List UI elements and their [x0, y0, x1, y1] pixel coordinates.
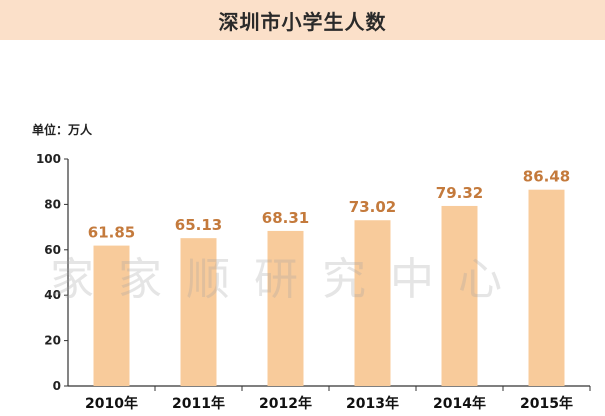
data-label: 79.32 [436, 184, 483, 202]
unit-label: 单位：万人 [32, 123, 93, 137]
x-tick-label: 2014年 [433, 395, 486, 412]
data-label: 73.02 [349, 198, 396, 216]
bar [441, 205, 478, 386]
x-tick-label: 2015年 [520, 395, 573, 412]
x-tick-label: 2012年 [259, 395, 312, 412]
data-label: 65.13 [175, 216, 222, 234]
data-label: 61.85 [88, 224, 135, 242]
bar [180, 238, 217, 386]
x-tick-label: 2010年 [85, 395, 138, 412]
data-label: 86.48 [523, 168, 570, 186]
y-tick-label: 40 [44, 288, 61, 302]
y-tick-label: 0 [53, 379, 61, 393]
y-tick-label: 60 [44, 243, 61, 257]
data-label: 68.31 [262, 209, 309, 227]
x-tick-label: 2013年 [346, 395, 399, 412]
bar [528, 189, 565, 386]
chart-title-bar: 深圳市小学生人数 [0, 0, 605, 40]
bar [267, 230, 304, 386]
watermark-text: 家家顺研究中心 [50, 254, 526, 305]
bar [93, 245, 130, 386]
y-tick-label: 80 [44, 197, 61, 211]
x-tick-label: 2011年 [172, 395, 225, 412]
y-tick-label: 20 [44, 334, 61, 348]
y-tick-label: 100 [36, 152, 61, 166]
chart-title: 深圳市小学生人数 [218, 9, 387, 34]
bar [354, 220, 391, 386]
